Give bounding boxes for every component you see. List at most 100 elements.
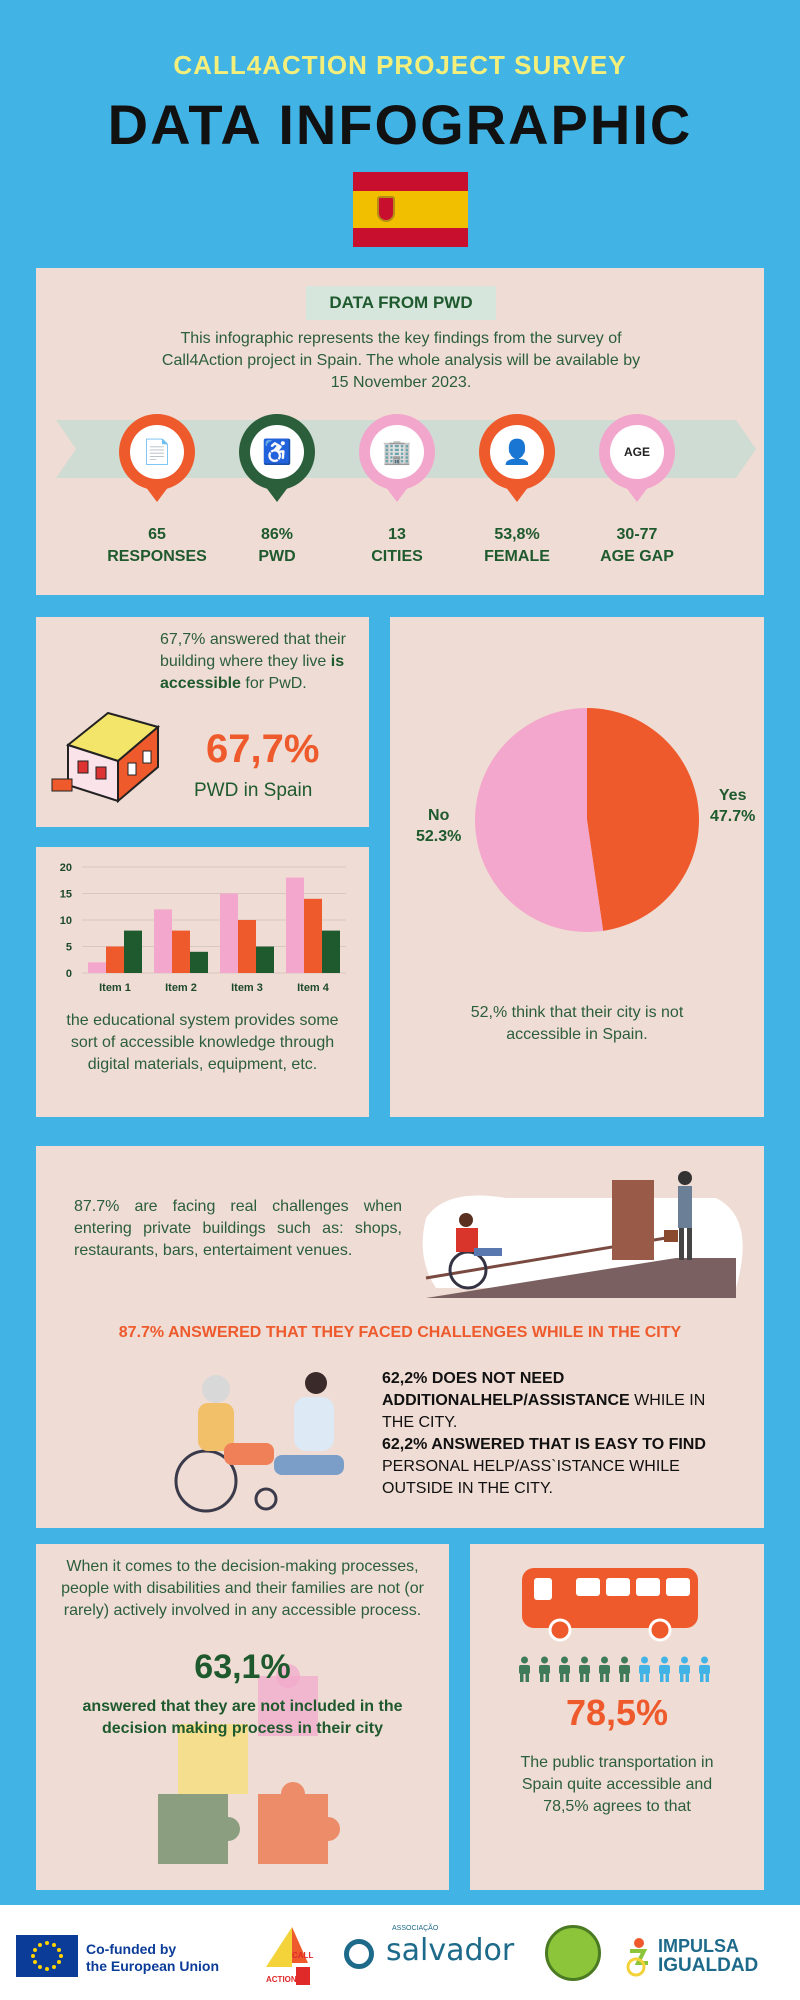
stat-item: 30-77 AGE GAP: [577, 524, 697, 568]
bar: [256, 946, 274, 973]
bar: [238, 920, 256, 973]
bar: [220, 893, 238, 973]
building-text-post: for PwD.: [240, 675, 307, 692]
pie-no-label: No 52.3%: [416, 805, 461, 847]
impulsa-bottom: IGUALDAD: [658, 1955, 759, 1976]
pie-yes-text: Yes: [718, 787, 747, 804]
y-tick-label: 10: [60, 915, 72, 927]
challenges-text: 87.7% are facing real challenges when en…: [74, 1198, 402, 1259]
stat-item: 86% PWD: [217, 524, 337, 568]
impulsa-logo-icon: [624, 1937, 654, 1977]
person-icon: [636, 1656, 653, 1682]
eu-flag-icon: [16, 1935, 78, 1977]
pie-caption: 52,% think that their city is not access…: [470, 1004, 684, 1043]
pie-yes-value: 47.7%: [710, 808, 756, 825]
bar: [304, 898, 322, 973]
impulsa-top: IMPULSA: [658, 1936, 739, 1956]
person-icon: [556, 1656, 573, 1682]
wheelchair-ramp-illustration: [422, 1171, 743, 1298]
building-text-pre: 67,7% answered that their building where…: [160, 631, 346, 670]
spain-flag-icon: [353, 172, 468, 247]
person-icon: [576, 1656, 593, 1682]
person-icon: [696, 1656, 713, 1682]
stat-label: CITIES: [371, 548, 423, 565]
pie-no-value: 52.3%: [416, 828, 462, 845]
association-seal-logo: [545, 1925, 601, 1981]
help-line2-bold: 62,2% ANSWERED THAT IS EASY TO FIND: [382, 1436, 706, 1453]
stat-label: RESPONSES: [107, 548, 207, 565]
salvador-small-text: ASSOCIAÇÃO: [392, 1925, 439, 1932]
stat-item: 53,8% FEMALE: [457, 524, 577, 568]
challenges-heading: 87.7% ANSWERED THAT THEY FACED CHALLENGE…: [118, 1324, 682, 1341]
decision-card: When it comes to the decision-making pro…: [36, 1544, 449, 1890]
transport-card: 78,5% The public transportation in Spain…: [470, 1544, 764, 1890]
call4action-logo: CALL ACTION: [262, 1923, 314, 1987]
bar: [106, 946, 124, 973]
building-text-bold: is accessible: [160, 653, 345, 692]
decision-caption: answered that they are not included in t…: [82, 1698, 403, 1737]
pwd-data-card: DATA FROM PWD This infographic represent…: [36, 268, 764, 595]
help-line1-rest: WHILE IN THE CITY.: [382, 1392, 706, 1431]
stat-label: PWD: [258, 548, 296, 565]
age-icon: AGE: [599, 414, 675, 490]
y-tick-label: 15: [60, 889, 72, 901]
footer-logos: Co-funded by the European Union CALL ACT…: [0, 1905, 800, 2000]
bar: [190, 951, 208, 973]
stat-label: FEMALE: [484, 548, 550, 565]
intro-text: This infographic represents the key find…: [161, 330, 641, 391]
page-title: DATA INFOGRAPHIC: [107, 93, 693, 156]
assistance-text: 62,2% DOES NOT NEED ADDITIONALHELP/ASSIS…: [382, 1368, 727, 1500]
x-tick-label: Item 2: [165, 982, 197, 994]
care-hands-icon: ♿: [239, 414, 315, 490]
pie-chart: [475, 708, 700, 932]
x-tick-label: Item 4: [297, 982, 330, 994]
bar: [322, 930, 340, 973]
call-logo-top: CALL: [292, 1951, 314, 1960]
salvador-logo-text: salvador: [386, 1933, 515, 1968]
pie-slice: [587, 708, 700, 931]
impulsa-logo-text: IMPULSA IGUALDAD: [658, 1936, 759, 1976]
stat-value: 13: [388, 526, 406, 543]
help-line2-rest: PERSONAL HELP/ASS`ISTANCE WHILE OUTSIDE …: [382, 1458, 680, 1497]
challenges-card: 87.7% are facing real challenges when en…: [36, 1146, 764, 1528]
transport-big-value: 78,5%: [565, 1692, 669, 1733]
bar: [124, 930, 142, 973]
stat-item: 65 RESPONSES: [97, 524, 217, 568]
transport-caption: The public transportation in Spain quite…: [520, 1754, 714, 1815]
pie-chart-card: Yes 47.7% No 52.3% 52,% think that their…: [390, 617, 764, 1117]
y-tick-label: 5: [66, 942, 72, 954]
bar: [88, 962, 106, 973]
person-icon: [596, 1656, 613, 1682]
bar-chart-card: 0 5 10 15 20 Item 1 Item 2 Item 3 Item 4 the edu…: [36, 847, 369, 1117]
y-tick-label: 20: [60, 862, 72, 874]
person-icon: [656, 1656, 673, 1682]
section-badge: DATA FROM PWD: [306, 286, 496, 320]
help-line1-bold: 62,2% DOES NOT NEED ADDITIONALHELP/ASSIS…: [382, 1370, 630, 1409]
eu-line2: the European Union: [86, 1958, 219, 1974]
stat-value: 30-77: [616, 526, 658, 543]
stat-value: 65: [148, 526, 166, 543]
stat-value: 53,8%: [494, 526, 540, 543]
eu-line1: Co-funded by: [86, 1941, 177, 1957]
bar: [172, 930, 190, 973]
female-person-icon: 👤: [479, 414, 555, 490]
survey-subtitle: CALL4ACTION PROJECT SURVEY: [173, 50, 627, 80]
header: CALL4ACTION PROJECT SURVEY: [0, 50, 800, 81]
bar-chart-caption: the educational system provides some sor…: [66, 1012, 339, 1073]
x-tick-label: Item 3: [231, 982, 263, 994]
pie-no-text: No: [428, 807, 450, 824]
document-icon: 📄: [119, 414, 195, 490]
building-card: 67,7% answered that their building where…: [36, 617, 369, 827]
bar: [154, 909, 172, 973]
person-icon: [676, 1656, 693, 1682]
bar: [286, 877, 304, 973]
buildings-icon: 🏢: [359, 414, 435, 490]
stat-label: AGE GAP: [600, 548, 674, 565]
bar-chart: 0 5 10 15 20 Item 1 Item 2 Item 3 Item 4: [60, 862, 346, 994]
stat-item: 13 CITIES: [337, 524, 457, 568]
pie-yes-label: Yes 47.7%: [710, 785, 755, 827]
decision-big-value: 63,1%: [194, 1648, 291, 1686]
building-caption: PWD in Spain: [194, 780, 313, 801]
people-icons-row: [516, 1656, 716, 1682]
house-illustration: [51, 711, 161, 804]
